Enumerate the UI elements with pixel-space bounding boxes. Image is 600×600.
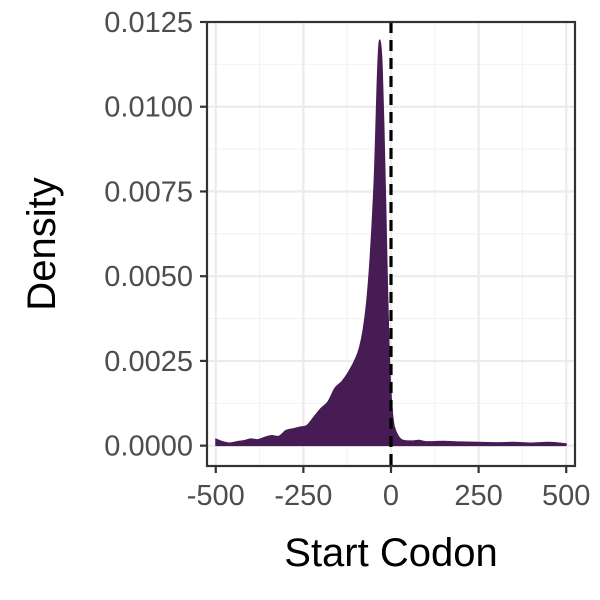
y-tick-label: 0.0100 [104, 92, 193, 124]
x-tick-label: 250 [454, 480, 502, 512]
x-axis-title: Start Codon [284, 531, 497, 575]
x-tick-label: -250 [274, 480, 332, 512]
y-axis-title: Density [20, 177, 64, 310]
density-area [215, 39, 567, 447]
y-tick-label: 0.0000 [104, 431, 193, 463]
x-tick-label: 500 [542, 480, 590, 512]
x-tick-label: -500 [187, 480, 245, 512]
y-tick-label: 0.0050 [104, 261, 193, 293]
x-tick-label: 0 [383, 480, 399, 512]
y-tick-label: 0.0025 [104, 346, 193, 378]
y-tick-label: 0.0075 [104, 176, 193, 208]
y-tick-label: 0.0125 [104, 7, 193, 39]
